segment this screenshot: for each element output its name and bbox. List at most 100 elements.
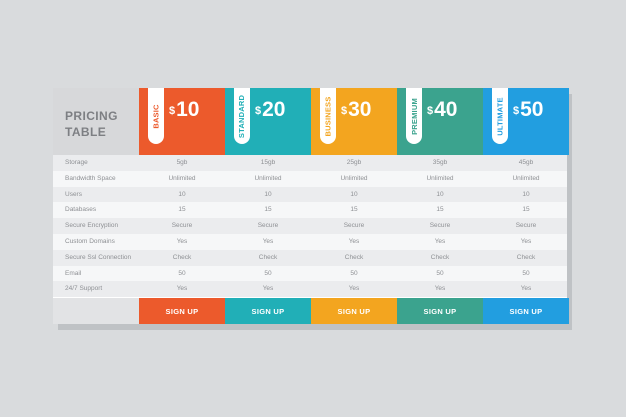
feature-value: Unlimited	[168, 174, 196, 182]
feature-value: 45gb	[518, 159, 534, 166]
feature-value: 50	[522, 269, 530, 277]
feature-value: 15	[522, 206, 530, 214]
plan-name: PREMIUM	[409, 97, 419, 135]
plan-header-business: BUSINESS $30	[311, 88, 397, 155]
feature-value: 50	[350, 269, 358, 277]
plan-tab	[492, 88, 508, 144]
plan-name: BUSINESS	[323, 96, 333, 136]
plan-price: $10	[169, 98, 199, 122]
table-row: Databases 15 15 15 15 15	[53, 202, 567, 219]
plan-name-wrap: STANDARD	[234, 88, 250, 144]
feature-value: 15	[178, 206, 186, 214]
feature-value: 10	[178, 190, 186, 198]
signup-row: SIGN UP SIGN UP SIGN UP SIGN UP SIGN UP	[53, 298, 569, 324]
plan-header-premium: PREMIUM $40	[397, 88, 483, 155]
plan-price: $30	[341, 98, 371, 122]
feature-value: Yes	[262, 285, 274, 293]
price-amount: 20	[262, 98, 286, 121]
feature-label: Secure Ssl Connection	[65, 253, 132, 261]
feature-value: Yes	[520, 285, 532, 293]
plan-tab	[234, 88, 250, 144]
feature-value: Secure	[257, 222, 279, 230]
feature-value: 5gb	[176, 159, 188, 166]
plan-tab	[320, 88, 336, 144]
feature-value: 10	[436, 190, 444, 198]
feature-value: 10	[522, 190, 530, 198]
feature-value: Check	[430, 253, 450, 261]
feature-value: Yes	[348, 237, 360, 245]
price-amount: 40	[434, 98, 458, 121]
feature-label: Custom Domains	[65, 237, 115, 245]
feature-label: Bandwidth Space	[65, 174, 116, 182]
table-row: Custom Domains Yes Yes Yes Yes Yes	[53, 233, 567, 250]
feature-value: Yes	[520, 237, 532, 245]
feature-value: Yes	[434, 237, 446, 245]
feature-value: Check	[172, 253, 192, 261]
feature-value: 50	[436, 269, 444, 277]
pricing-header: PRICING TABLE BASIC $10 STANDARD $20 BUSINES…	[53, 88, 569, 155]
feature-value: Secure	[515, 222, 537, 230]
feature-rows: Storage 5gb 15gb 25gb 35gb 45gb Bandwidth Spac…	[53, 155, 567, 298]
feature-value: Check	[258, 253, 278, 261]
price-amount: 10	[176, 98, 200, 121]
pricing-title: PRICING TABLE	[65, 108, 145, 140]
feature-value: Unlimited	[512, 174, 540, 182]
feature-value: Secure	[171, 222, 193, 230]
feature-value: Yes	[348, 285, 360, 293]
plan-name-wrap: BASIC	[148, 88, 164, 144]
feature-value: 15	[264, 206, 272, 214]
feature-label: Secure Encryption	[65, 222, 119, 230]
plan-name-wrap: BUSINESS	[320, 88, 336, 144]
feature-label: Databases	[65, 206, 97, 214]
feature-label: Users	[65, 190, 82, 198]
price-currency: $	[169, 105, 176, 117]
plan-header-standard: STANDARD $20	[225, 88, 311, 155]
table-row: Storage 5gb 15gb 25gb 35gb 45gb	[53, 155, 567, 171]
sign-up-button-business[interactable]: SIGN UP	[311, 298, 397, 324]
table-row: Secure Encryption Secure Secure Secure Secur…	[53, 218, 567, 234]
feature-value: Yes	[262, 237, 274, 245]
feature-value: Yes	[434, 285, 446, 293]
table-row: Secure Ssl Connection Check Check Check Chec…	[53, 249, 567, 266]
table-row: Email 50 50 50 50 50	[53, 265, 567, 282]
feature-value: 15gb	[260, 159, 276, 166]
sign-up-button-basic[interactable]: SIGN UP	[139, 298, 225, 324]
plan-tab	[406, 88, 422, 144]
price-currency: $	[255, 105, 262, 117]
plan-price: $40	[427, 98, 457, 122]
plan-name: ULTIMATE	[495, 96, 505, 136]
feature-value: Yes	[176, 237, 188, 245]
feature-value: 15	[436, 206, 444, 214]
feature-value: 35gb	[432, 159, 448, 166]
sign-up-button-ultimate[interactable]: SIGN UP	[483, 298, 569, 324]
price-amount: 50	[520, 98, 544, 121]
title-line-2: TABLE	[65, 125, 107, 139]
feature-label: Email	[65, 269, 82, 277]
plan-name-wrap: PREMIUM	[406, 88, 422, 144]
price-currency: $	[341, 105, 348, 117]
plan-price: $20	[255, 98, 285, 122]
feature-value: Secure	[343, 222, 365, 230]
feature-value: Check	[516, 253, 536, 261]
plan-price: $50	[513, 98, 543, 122]
title-line-1: PRICING	[65, 109, 118, 123]
feature-value: Yes	[176, 285, 188, 293]
table-row: 24/7 Support Yes Yes Yes Yes Yes	[53, 281, 567, 298]
feature-value: 50	[178, 269, 186, 277]
feature-value: Unlimited	[254, 174, 282, 182]
plan-name: BASIC	[151, 103, 161, 129]
price-amount: 30	[348, 98, 372, 121]
sign-up-button-standard[interactable]: SIGN UP	[225, 298, 311, 324]
feature-label: 24/7 Support	[65, 285, 103, 293]
sign-up-button-premium[interactable]: SIGN UP	[397, 298, 483, 324]
feature-value: 25gb	[346, 159, 362, 166]
plan-header-ultimate: ULTIMATE $50	[483, 88, 569, 155]
price-currency: $	[427, 105, 434, 117]
plan-name: STANDARD	[237, 94, 247, 138]
plan-header-basic: BASIC $10	[139, 88, 225, 155]
plan-tab	[148, 88, 164, 144]
feature-value: Check	[344, 253, 364, 261]
table-row: Users 10 10 10 10 10	[53, 186, 567, 203]
price-currency: $	[513, 105, 520, 117]
feature-value: 50	[264, 269, 272, 277]
